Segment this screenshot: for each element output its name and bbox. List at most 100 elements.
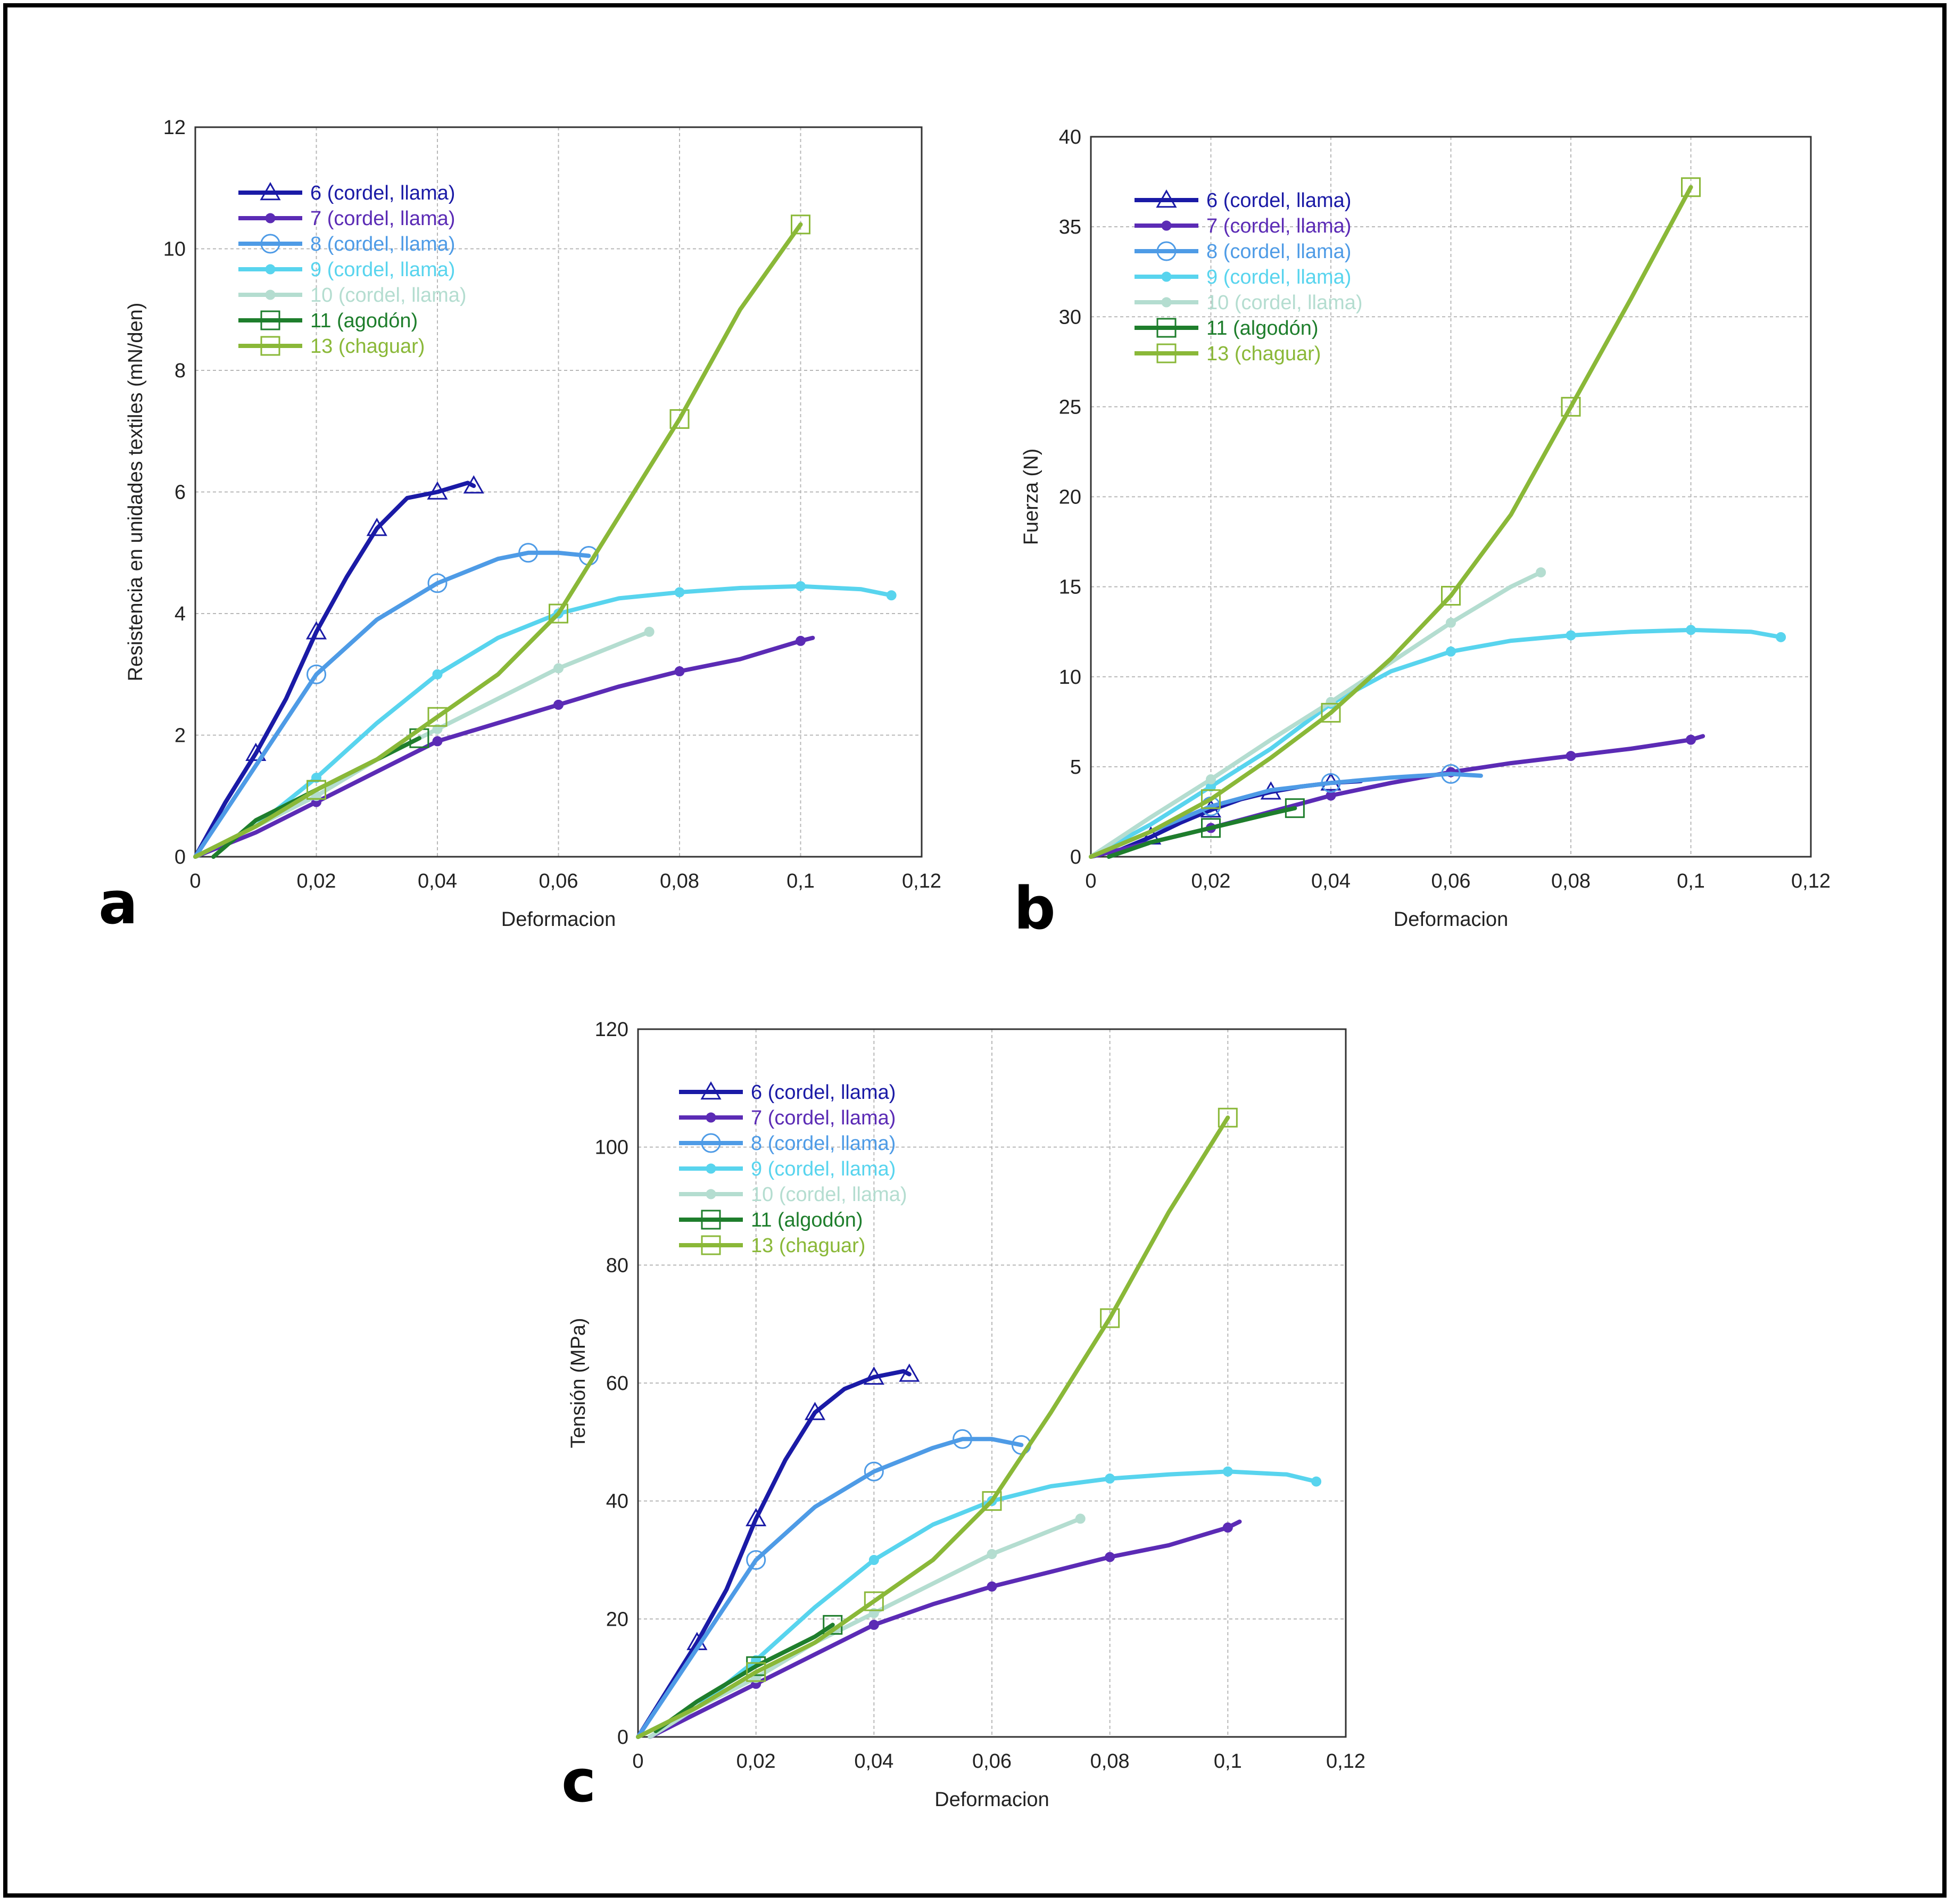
legend-marker [260, 336, 280, 356]
series-marker [307, 664, 326, 684]
series-line-2 [193, 635, 815, 859]
series-marker [1561, 396, 1581, 417]
y-tick-label: 0 [1070, 846, 1081, 868]
legend-label: 13 (chaguar) [751, 1235, 865, 1257]
legend-marker [700, 1081, 722, 1100]
legend-marker [706, 1112, 716, 1123]
legend-marker [1161, 271, 1172, 282]
legend-marker [1156, 343, 1177, 363]
series-marker [796, 581, 806, 592]
series-marker [1566, 751, 1576, 761]
legend-marker [701, 1210, 721, 1230]
axes-box [1090, 136, 1812, 858]
y-tick-label: 15 [1059, 576, 1081, 599]
series-marker [1326, 697, 1336, 707]
series-marker [549, 603, 568, 624]
y-tick-label: 4 [175, 603, 186, 625]
series-marker [899, 1363, 920, 1382]
series-marker [674, 587, 685, 598]
series-marker [669, 409, 690, 429]
y-tick-label: 12 [163, 117, 186, 139]
series-marker [644, 626, 655, 637]
x-axis-title: Deformacion [1394, 908, 1508, 931]
panel-letter: a [98, 869, 138, 937]
legend-label: 8 (cordel, llama) [1206, 241, 1351, 263]
series-marker [427, 707, 448, 727]
series-marker [432, 669, 443, 680]
legend-marker [706, 1189, 716, 1199]
series-marker [1441, 764, 1461, 784]
series-marker [804, 1402, 826, 1420]
y-tick-label: 10 [1059, 666, 1081, 689]
series-marker [746, 1662, 766, 1682]
series-marker [1321, 773, 1341, 793]
series-marker [1776, 632, 1786, 642]
axes-box [194, 126, 923, 858]
x-tick-label: 0,1 [1677, 870, 1705, 892]
x-tick-label: 0,02 [736, 1750, 776, 1773]
legend-label: 6 (cordel, llama) [310, 182, 455, 204]
series-marker [746, 1508, 767, 1527]
legend-marker [265, 264, 276, 275]
series-marker [305, 621, 327, 640]
legend-marker [265, 213, 276, 223]
y-tick-label: 120 [595, 1019, 628, 1041]
legend-marker [706, 1163, 716, 1174]
series-marker [307, 780, 326, 800]
series-marker [1686, 734, 1696, 745]
legend-marker [1156, 241, 1177, 261]
y-tick-label: 0 [175, 846, 186, 868]
series-marker [1285, 798, 1305, 818]
legend-marker [1161, 220, 1172, 231]
x-tick-label: 0,04 [854, 1750, 893, 1773]
legend-label: 8 (cordel, llama) [751, 1132, 896, 1155]
series-marker [982, 1491, 1002, 1511]
panel-letter: b [1014, 874, 1056, 942]
legend-label: 10 (cordel, llama) [751, 1183, 907, 1206]
legend-label: 9 (cordel, llama) [1206, 266, 1351, 288]
x-tick-label: 0,02 [1191, 870, 1231, 892]
series-marker [245, 742, 267, 761]
x-tick-label: 0,12 [1326, 1750, 1365, 1773]
x-tick-label: 0,1 [786, 870, 815, 892]
y-tick-label: 40 [1059, 126, 1081, 148]
y-tick-label: 6 [175, 482, 186, 504]
legend-label: 11 (algodón) [1206, 317, 1319, 340]
series-marker [796, 635, 806, 646]
x-tick-label: 0 [632, 1750, 643, 1773]
legend-marker [265, 289, 276, 300]
x-tick-label: 0,08 [1090, 1750, 1130, 1773]
legend-label: 13 (chaguar) [1206, 343, 1321, 365]
series-line-7 [1089, 185, 1693, 859]
axes-box [637, 1028, 1347, 1738]
legend-label: 8 (cordel, llama) [310, 233, 455, 255]
y-axis-title: Tensión (MPa) [567, 1318, 590, 1448]
series-marker [987, 1549, 997, 1559]
series-line-6 [1106, 806, 1297, 859]
series-marker [1326, 790, 1336, 801]
y-tick-label: 2 [175, 725, 186, 747]
series-marker [553, 663, 564, 674]
series-line-7 [193, 222, 803, 859]
chart-panel-c: 0 0,02 0,04 0,06 0,08 0,1 0,12 0 20 40 60 80 100 120 6… [561, 1019, 1365, 1815]
series-marker [463, 475, 484, 494]
x-tick-label: 0 [1085, 870, 1096, 892]
chart-panel-a: 0 0,02 0,04 0,06 0,08 0,1 0,12 0 2 4 6 8 10 12 6 (cord… [98, 117, 941, 937]
x-tick-label: 0,04 [1311, 870, 1351, 892]
series-marker [863, 1366, 884, 1385]
series-marker [1105, 1552, 1115, 1562]
x-tick-label: 0,02 [297, 870, 336, 892]
legend-label: 11 (algodón) [751, 1209, 863, 1231]
legend-label: 9 (cordel, llama) [751, 1158, 896, 1180]
x-tick-label: 0,12 [1791, 870, 1831, 892]
series-marker [868, 1619, 879, 1630]
x-tick-label: 0,1 [1214, 1750, 1242, 1773]
x-tick-label: 0,08 [660, 870, 699, 892]
series-marker [864, 1591, 884, 1611]
series-marker [1100, 1308, 1120, 1328]
series-line-3 [193, 550, 591, 859]
series-marker [1441, 586, 1461, 606]
series-marker [791, 214, 810, 235]
series-line-1 [193, 481, 476, 859]
y-tick-label: 0 [617, 1726, 628, 1749]
